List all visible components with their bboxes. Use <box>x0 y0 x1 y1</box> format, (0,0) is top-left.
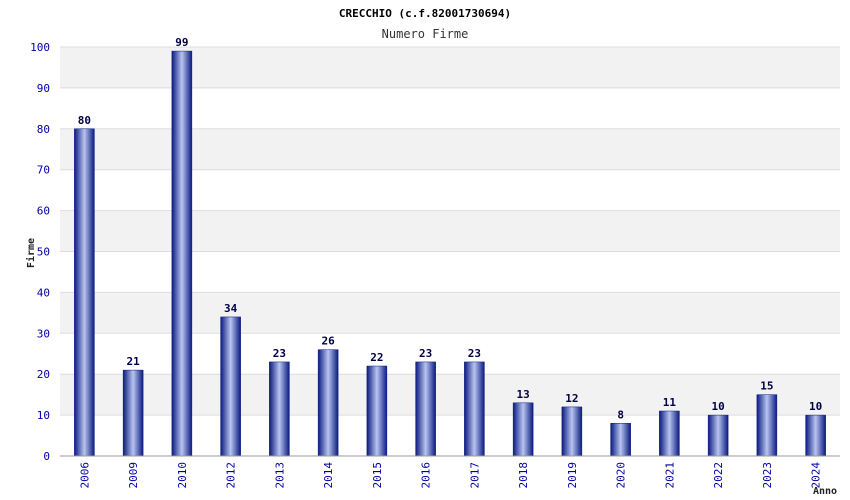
y-axis-title: Firme <box>25 238 37 268</box>
bar <box>366 365 388 457</box>
x-axis-title: Anno <box>813 486 837 497</box>
x-tick-label: 2014 <box>322 462 335 489</box>
x-tick-label: 2006 <box>78 462 91 489</box>
bar <box>610 423 631 457</box>
data-label: 15 <box>760 380 773 393</box>
x-tick-label: 2009 <box>127 462 140 489</box>
bar <box>74 128 95 457</box>
y-tick-label: 60 <box>37 205 50 218</box>
bar <box>512 402 534 457</box>
bar <box>659 410 680 457</box>
y-tick-label: 10 <box>37 409 50 422</box>
x-tick-label: 2016 <box>420 462 433 489</box>
data-label: 10 <box>712 400 725 413</box>
x-tick-label: 2022 <box>712 462 725 489</box>
bar <box>707 414 729 457</box>
bar <box>220 316 241 457</box>
x-tick-label: 2018 <box>517 462 530 489</box>
y-axis-ticks: 0 10 20 30 40 50 60 70 80 90 100 <box>30 41 50 463</box>
data-label: 34 <box>224 302 238 315</box>
x-tick-label: 2024 <box>810 462 823 489</box>
x-tick-label: 2023 <box>761 462 774 489</box>
bar <box>805 414 826 457</box>
x-tick-label: 2021 <box>663 462 676 489</box>
bar <box>415 361 436 457</box>
y-tick-label: 50 <box>37 246 50 259</box>
x-tick-label: 2010 <box>176 462 189 489</box>
data-label: 12 <box>565 392 578 405</box>
bar <box>269 361 290 457</box>
y-tick-label: 70 <box>37 164 50 177</box>
data-label: 22 <box>370 351 383 364</box>
y-tick-label: 40 <box>37 286 50 299</box>
y-tick-label: 20 <box>37 368 50 381</box>
bar <box>464 361 485 457</box>
data-label: 26 <box>322 335 336 348</box>
bar-series <box>74 50 826 457</box>
data-label: 23 <box>468 347 481 360</box>
y-tick-label: 100 <box>30 41 50 54</box>
data-label: 13 <box>517 388 530 401</box>
data-label: 99 <box>175 36 188 49</box>
data-label: 23 <box>273 347 286 360</box>
data-label: 10 <box>809 400 822 413</box>
data-labels: 80 21 99 34 23 26 22 23 23 13 12 8 11 10 15 10 <box>78 36 823 421</box>
data-label: 11 <box>663 396 677 409</box>
x-tick-label: 2012 <box>225 462 238 489</box>
x-tick-label: 2013 <box>273 462 286 489</box>
y-tick-label: 30 <box>37 327 50 340</box>
bar <box>756 394 778 457</box>
y-tick-label: 80 <box>37 123 50 136</box>
x-axis-ticks: 2006 2009 2010 2012 2013 2014 2015 2016 2017 2018… <box>78 462 822 489</box>
x-tick-label: 2017 <box>468 462 481 489</box>
chart-title: CRECCHIO (c.f.82001730694) <box>339 7 511 20</box>
bar <box>561 406 583 457</box>
data-label: 80 <box>78 114 91 127</box>
x-tick-label: 2015 <box>371 462 384 489</box>
chart-subtitle: Numero Firme <box>382 27 469 41</box>
x-tick-label: 2019 <box>566 462 579 489</box>
y-tick-label: 90 <box>37 82 50 95</box>
data-label: 8 <box>617 408 624 421</box>
x-tick-label: 2020 <box>615 462 628 489</box>
data-label: 21 <box>127 355 141 368</box>
y-tick-label: 0 <box>43 450 50 463</box>
bar <box>122 369 144 457</box>
bar <box>171 50 193 457</box>
data-label: 23 <box>419 347 432 360</box>
bar <box>317 349 339 457</box>
